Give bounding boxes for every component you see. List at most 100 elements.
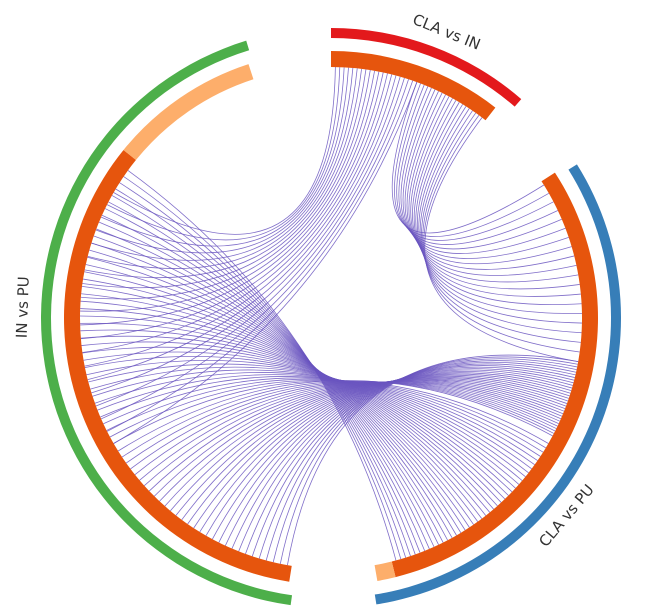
chord-link <box>148 381 562 492</box>
chord-link <box>103 377 541 457</box>
chord-link <box>272 358 578 563</box>
chord-link <box>193 375 569 529</box>
chord-link <box>81 293 479 522</box>
chord-link <box>117 380 553 452</box>
chord-link <box>424 117 579 362</box>
chord-link <box>80 71 380 326</box>
chord-link <box>91 67 354 261</box>
chord-link <box>153 380 563 497</box>
chord-link <box>238 366 575 552</box>
chord-link <box>108 201 421 553</box>
chord-link <box>115 188 411 557</box>
chord-link <box>106 378 544 453</box>
chord-link <box>109 379 547 449</box>
chord-link <box>96 228 439 545</box>
chord-link <box>121 380 555 458</box>
chord-link <box>80 329 498 507</box>
chord-link <box>97 374 535 466</box>
chord-link <box>85 264 462 534</box>
chord-link <box>82 73 388 353</box>
chord-link <box>111 195 416 555</box>
chord-link <box>422 112 581 343</box>
chord-link <box>84 355 516 489</box>
chord-link <box>106 80 414 432</box>
segment-label-cla-vs-pu: CLA vs PU <box>535 481 597 551</box>
chord-link <box>113 82 418 444</box>
chord-link <box>92 369 529 474</box>
chord-link <box>127 170 397 561</box>
chord-link <box>89 249 453 539</box>
chord-link <box>418 106 582 314</box>
segment-inner-arc-in-vs-pu-1 <box>123 64 254 161</box>
chord-link <box>88 363 523 481</box>
chord-link <box>80 315 491 513</box>
chord-link <box>83 351 513 493</box>
chord-link <box>199 374 570 533</box>
chord-link <box>123 176 402 560</box>
chord-link <box>94 372 532 470</box>
chord-link <box>119 182 407 558</box>
chord-link <box>80 308 487 516</box>
segment-outer-arc-cla-vs-pu <box>374 164 621 605</box>
chord-link <box>113 67 336 235</box>
chord-link <box>423 114 580 353</box>
chord-link <box>87 75 397 381</box>
chord-link <box>419 108 582 324</box>
chord-link <box>100 79 409 420</box>
segment-label-in-vs-pu: IN vs PU <box>13 276 33 338</box>
chord-link <box>287 354 579 566</box>
chord-link <box>80 72 384 340</box>
chord-link <box>187 376 569 525</box>
chord-link <box>87 256 457 536</box>
chord-link <box>134 381 558 475</box>
chord-link <box>95 67 349 254</box>
chord-links <box>80 67 582 566</box>
chord-link <box>159 380 564 502</box>
chord-link <box>90 366 526 478</box>
chord-link <box>84 271 466 531</box>
chord-link <box>84 74 393 367</box>
chord-link <box>80 335 502 503</box>
chord-link <box>212 372 572 540</box>
chord-link <box>91 242 449 541</box>
chord-link <box>81 286 474 525</box>
chord-link <box>170 379 566 512</box>
segment-rings <box>41 28 621 606</box>
chord-link <box>101 214 430 550</box>
segment-inner-arc-in-vs-pu-0 <box>63 149 292 582</box>
chord-link <box>251 363 576 557</box>
chord-link <box>93 235 444 543</box>
chord-link <box>130 381 557 470</box>
chord-link <box>164 379 565 507</box>
chord-link <box>104 208 426 551</box>
chord-link <box>139 381 559 481</box>
chord-link <box>82 278 470 528</box>
chord-link <box>265 360 577 561</box>
chord-link <box>100 376 538 461</box>
chord-link <box>218 371 573 543</box>
chord-link <box>98 221 435 548</box>
segment-inner-arc-cla-vs-in-0 <box>331 51 496 121</box>
chord-link <box>175 378 567 516</box>
chord-link <box>181 377 568 521</box>
chord-link <box>80 70 375 312</box>
chord-link <box>421 110 582 334</box>
chord-link <box>80 300 483 519</box>
chord-link <box>205 373 571 536</box>
chord-link <box>82 69 367 289</box>
chord-link <box>258 361 577 559</box>
segment-outer-arc-cla-vs-in <box>331 28 522 107</box>
chord-link <box>82 346 509 496</box>
chord-link <box>245 365 575 555</box>
chord-link <box>106 67 341 241</box>
chord-link <box>84 68 362 278</box>
chord-link <box>125 381 556 464</box>
chord-link <box>279 356 578 564</box>
chord-link <box>80 322 494 510</box>
chord-link <box>87 68 358 269</box>
chord-link <box>86 360 520 485</box>
chord-link <box>231 368 574 549</box>
chord-link <box>81 341 506 500</box>
segment-inner-arc-cla-vs-pu-1 <box>374 561 396 581</box>
